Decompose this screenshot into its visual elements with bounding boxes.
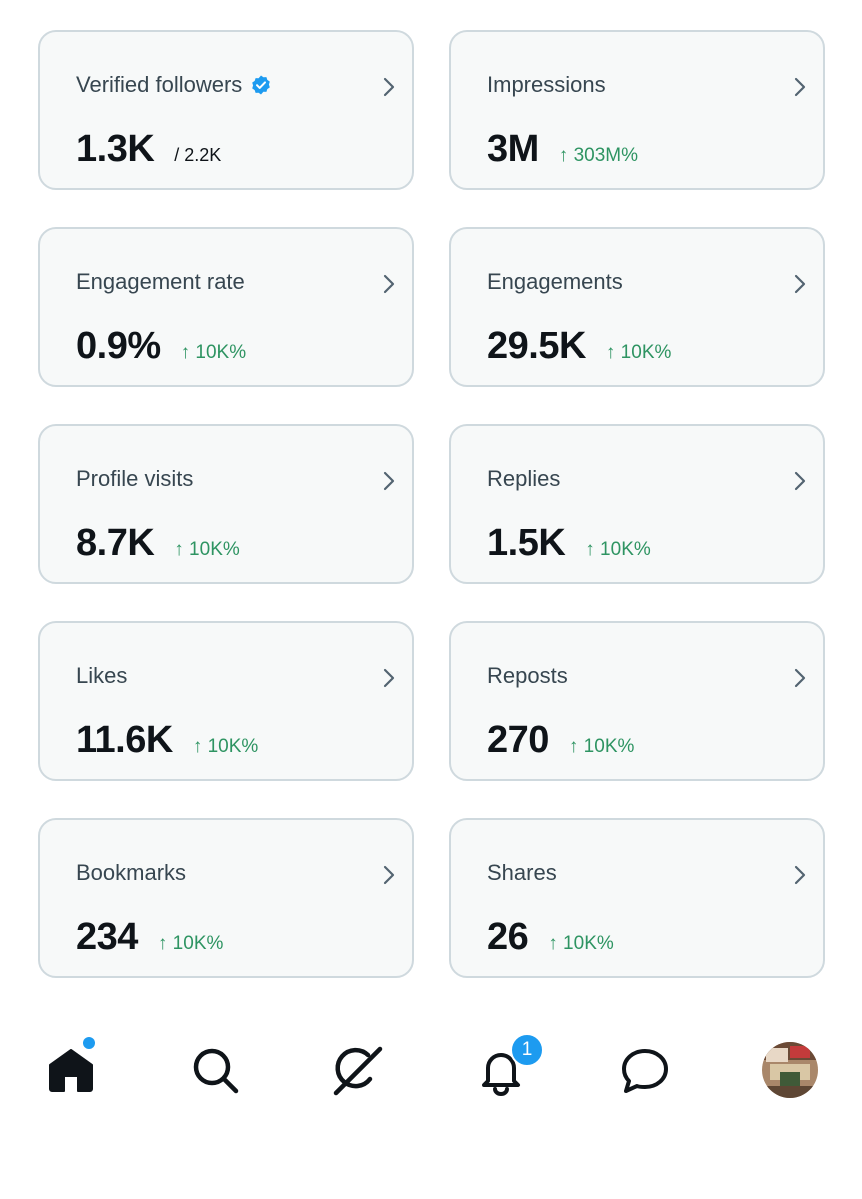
metric-value: 1.3K: [76, 128, 155, 170]
metric-change: ↑ 10K%: [180, 342, 247, 363]
search-icon: [193, 1048, 239, 1094]
metric-value-row: 234 ↑ 10K%: [76, 916, 223, 959]
nav-search-button[interactable]: [188, 1043, 242, 1097]
metric-value-row: 270 ↑ 10K%: [487, 719, 634, 762]
metric-title: Profile visits: [76, 466, 194, 491]
home-icon: [49, 1049, 93, 1092]
notification-count-badge: 1: [510, 1033, 544, 1067]
verified-badge-icon: [250, 74, 272, 96]
metric-title-row: Shares: [487, 860, 557, 886]
metric-value: 270: [487, 719, 549, 761]
nav-messages-button[interactable]: [618, 1043, 672, 1097]
metric-title-row: Engagement rate: [76, 269, 245, 295]
nav-notifications-button[interactable]: 1: [474, 1033, 544, 1097]
metric-change: ↑ 10K%: [605, 342, 672, 363]
metric-title: Replies: [487, 466, 561, 491]
chevron-right-icon: [383, 471, 395, 491]
metric-value-row: 11.6K ↑ 10K%: [76, 719, 258, 762]
metric-value: 0.9%: [76, 325, 161, 367]
metric-title-row: Bookmarks: [76, 860, 186, 886]
metric-card-likes[interactable]: Likes 11.6K ↑ 10K%: [38, 621, 414, 781]
metric-card-bookmarks[interactable]: Bookmarks 234 ↑ 10K%: [38, 818, 414, 978]
bell-icon: [482, 1053, 520, 1096]
metric-value: 3M: [487, 128, 539, 170]
metric-card-profile-visits[interactable]: Profile visits 8.7K ↑ 10K%: [38, 424, 414, 584]
chevron-right-icon: [794, 865, 806, 885]
metric-title-row: Reposts: [487, 663, 568, 689]
metric-title-row: Profile visits: [76, 466, 193, 492]
metric-title: Engagement rate: [76, 269, 245, 294]
metric-total: / 2.2K: [174, 145, 222, 165]
nav-grok-button[interactable]: [330, 1043, 384, 1097]
metric-title: Bookmarks: [76, 860, 187, 885]
metric-title: Reposts: [487, 663, 568, 688]
metric-card-engagements[interactable]: Engagements 29.5K ↑ 10K%: [449, 227, 825, 387]
metric-card-verified-followers[interactable]: Verified followers 1.3K / 2.2K: [38, 30, 414, 190]
chat-bubble-icon: [622, 1049, 668, 1093]
home-notification-dot: [83, 1037, 95, 1049]
chevron-right-icon: [794, 471, 806, 491]
chevron-right-icon: [794, 77, 806, 97]
metric-title: Verified followers: [76, 72, 243, 97]
metric-title-row: Verified followers: [76, 72, 272, 98]
chevron-right-icon: [383, 274, 395, 294]
metric-card-shares[interactable]: Shares 26 ↑ 10K%: [449, 818, 825, 978]
metric-value: 26: [487, 916, 529, 958]
metric-title-row: Impressions: [487, 72, 606, 98]
metric-change: ↑ 10K%: [157, 933, 224, 954]
metric-value: 11.6K: [76, 719, 173, 761]
nav-home-button[interactable]: [44, 1037, 98, 1097]
metric-card-impressions[interactable]: Impressions 3M ↑ 303M%: [449, 30, 825, 190]
metric-card-engagement-rate[interactable]: Engagement rate 0.9% ↑ 10K%: [38, 227, 414, 387]
metric-change: ↑ 303M%: [558, 145, 638, 166]
metric-title: Engagements: [487, 269, 623, 294]
chevron-right-icon: [794, 668, 806, 688]
metric-value-row: 0.9% ↑ 10K%: [76, 325, 246, 368]
chevron-right-icon: [794, 274, 806, 294]
profile-photo: [762, 1042, 818, 1098]
metric-title-row: Likes: [76, 663, 127, 689]
metric-value-row: 1.5K ↑ 10K%: [487, 522, 651, 565]
metric-change: ↑ 10K%: [585, 539, 651, 560]
metric-value: 1.5K: [487, 522, 566, 564]
metric-card-replies[interactable]: Replies 1.5K ↑ 10K%: [449, 424, 825, 584]
metric-change: ↑ 10K%: [548, 933, 614, 954]
metric-title-row: Engagements: [487, 269, 623, 295]
metric-value-row: 8.7K ↑ 10K%: [76, 522, 240, 565]
metric-change: ↑ 10K%: [174, 539, 240, 560]
metric-value-row: 26 ↑ 10K%: [487, 916, 614, 959]
metric-title: Impressions: [487, 72, 606, 97]
grok-icon: [333, 1046, 383, 1096]
metric-value: 29.5K: [487, 325, 586, 367]
metric-value-row: 29.5K ↑ 10K%: [487, 325, 671, 368]
metric-value: 8.7K: [76, 522, 155, 564]
metric-title-row: Replies: [487, 466, 560, 492]
metric-value-row: 3M ↑ 303M%: [487, 128, 638, 171]
metrics-grid: Verified followers 1.3K / 2.2K Impressio…: [38, 30, 825, 978]
avatar[interactable]: [762, 1042, 818, 1098]
metric-value: 234: [76, 916, 138, 958]
metric-title: Likes: [76, 663, 128, 688]
bottom-nav-bar: 1: [0, 1025, 862, 1115]
metric-card-reposts[interactable]: Reposts 270 ↑ 10K%: [449, 621, 825, 781]
chevron-right-icon: [383, 865, 395, 885]
metric-title: Shares: [487, 860, 557, 885]
metric-change: ↑ 10K%: [568, 736, 635, 757]
chevron-right-icon: [383, 668, 395, 688]
metric-change: ↑ 10K%: [192, 736, 259, 757]
metric-value-row: 1.3K / 2.2K: [76, 128, 221, 171]
chevron-right-icon: [383, 77, 395, 97]
